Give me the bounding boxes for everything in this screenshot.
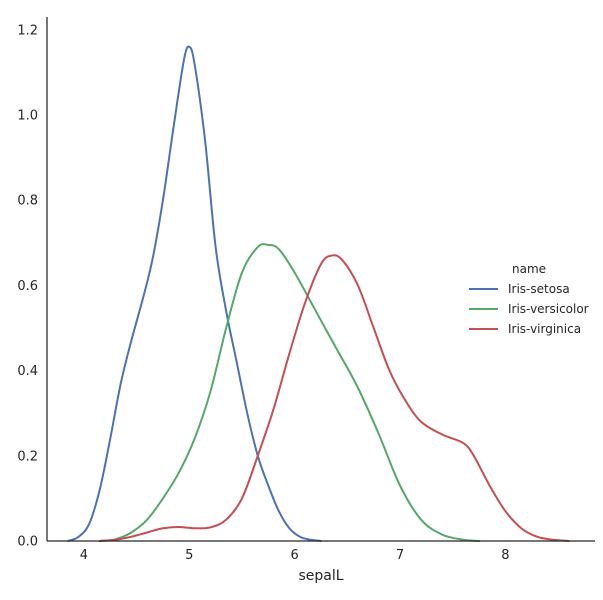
legend-label: Iris-setosa [508,282,570,296]
series-line-iris-virginica [98,254,570,542]
legend: name Iris-setosa Iris-versicolor Iris-virg… [469,262,589,336]
legend-label: Iris-versicolor [508,302,589,316]
x-tick-label: 4 [80,548,88,563]
x-tick-label: 5 [185,548,193,563]
x-tick-label: 6 [291,548,299,563]
x-axis-label: sepalL [298,568,343,584]
x-tick-label: 7 [396,548,404,563]
legend-item-iris-setosa: Iris-setosa [469,282,570,296]
y-tick-label: 0.8 [17,194,38,209]
y-axis: 0.0 0.2 0.4 0.6 0.8 1.0 1.2 [17,17,48,550]
legend-items: Iris-setosa Iris-versicolor Iris-virginica [469,282,589,336]
series-line-iris-versicolor [98,243,481,542]
y-tick-label: 0.6 [17,279,38,294]
y-tick-label: 0.4 [17,364,38,379]
legend-title: name [512,262,546,276]
y-tick-label: 1.2 [17,23,38,38]
y-tick-label: 0.0 [17,535,38,550]
y-tick-label: 0.2 [17,449,38,464]
legend-label: Iris-virginica [508,322,581,336]
legend-item-iris-virginica: Iris-virginica [469,322,581,336]
x-tick-labels: 4 5 6 7 8 [80,548,510,563]
y-tick-labels: 0.0 0.2 0.4 0.6 0.8 1.0 1.2 [17,23,38,549]
y-tick-label: 1.0 [17,108,38,123]
series-line-iris-setosa [67,45,322,542]
x-tick-label: 8 [501,548,509,563]
x-axis: 4 5 6 7 8 sepalL [47,540,595,584]
plot-area [67,45,570,542]
legend-item-iris-versicolor: Iris-versicolor [469,302,589,316]
